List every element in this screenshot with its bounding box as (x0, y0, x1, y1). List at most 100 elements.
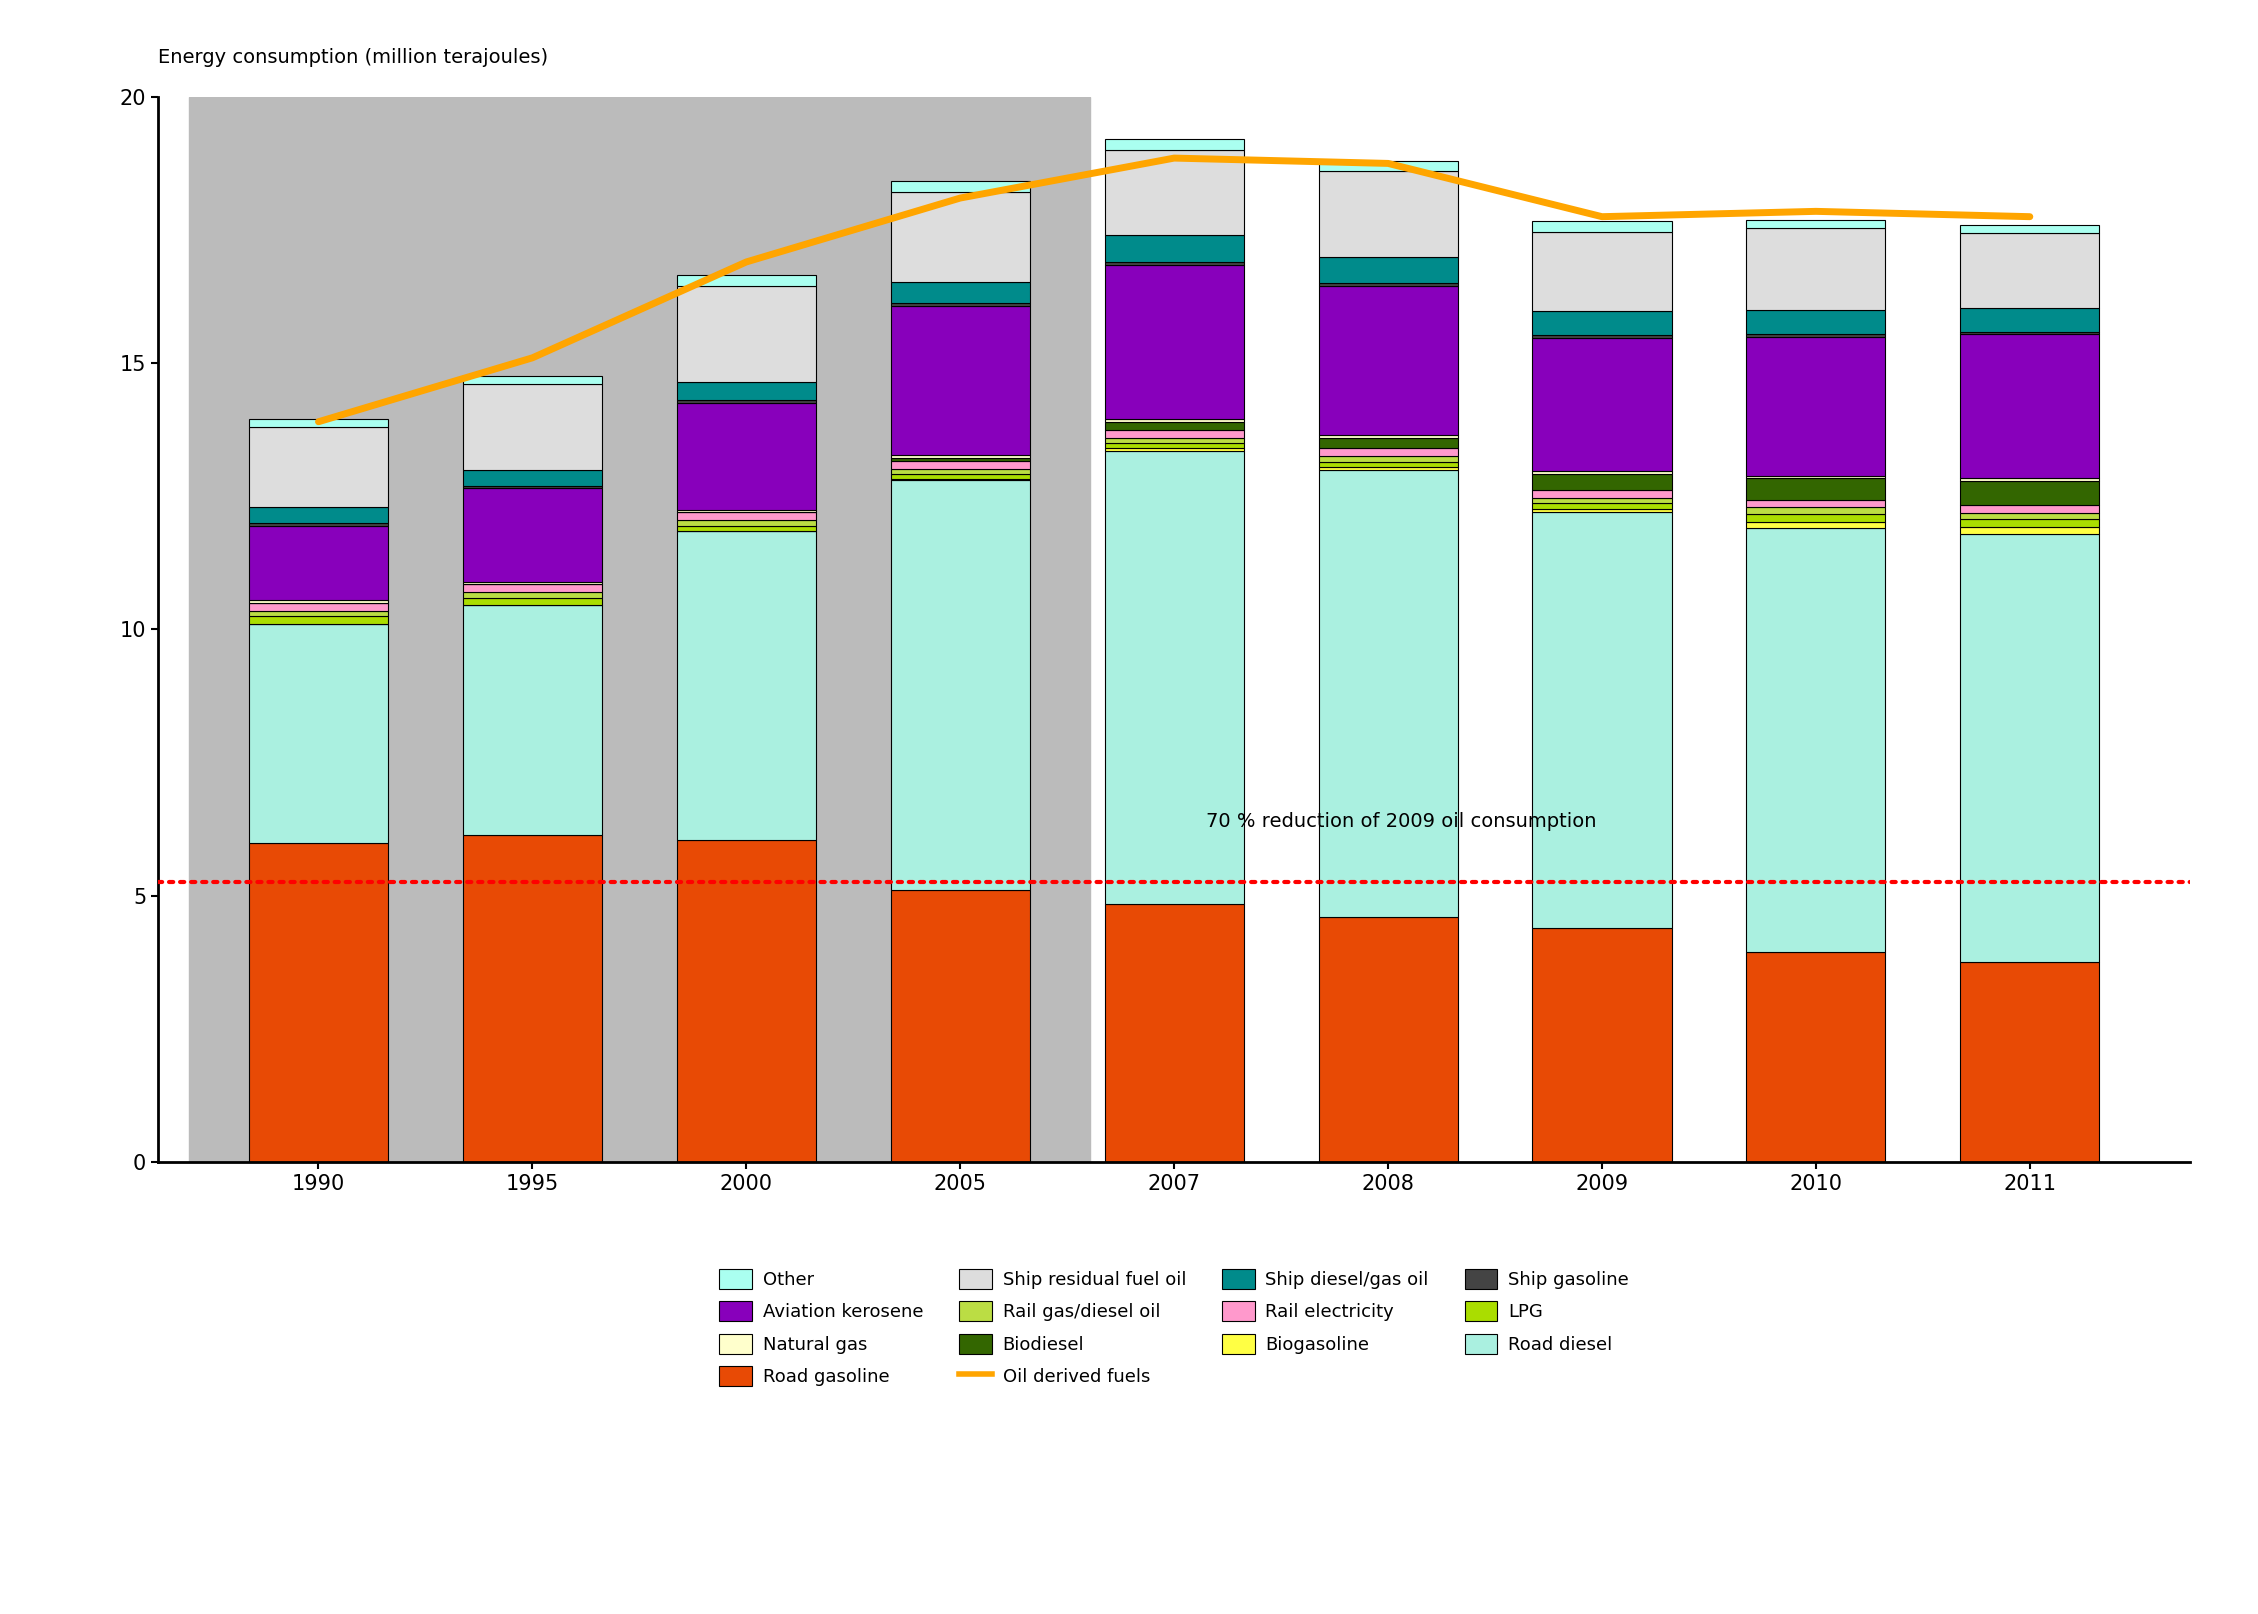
Bar (248, 617, 388, 625)
Bar (1104, 437, 1244, 444)
Bar (1104, 265, 1244, 420)
Bar (677, 383, 815, 400)
Bar (890, 468, 1030, 475)
Bar (1960, 513, 2100, 520)
Bar (463, 470, 603, 486)
Bar (1533, 336, 1671, 337)
Bar (677, 400, 815, 404)
Bar (1960, 505, 2100, 513)
Bar (677, 512, 815, 520)
Bar (1745, 478, 1885, 499)
Bar (1533, 512, 1671, 928)
Bar (463, 597, 603, 605)
Bar (890, 307, 1030, 455)
Bar (1104, 421, 1244, 429)
Bar (890, 282, 1030, 303)
Bar (463, 605, 603, 834)
Legend: Other, Aviation kerosene, Natural gas, Road gasoline, Ship residual fuel oil, Ra: Other, Aviation kerosene, Natural gas, R… (711, 1262, 1637, 1393)
Bar (248, 604, 388, 610)
Bar (248, 428, 388, 507)
Bar (1960, 528, 2100, 534)
Bar (463, 489, 603, 581)
Bar (1960, 232, 2100, 308)
Bar (890, 181, 1030, 192)
Bar (677, 286, 815, 383)
Bar (463, 584, 603, 592)
Bar (1745, 952, 1885, 1162)
Bar (1319, 917, 1459, 1162)
Bar (248, 526, 388, 600)
Bar (1960, 534, 2100, 962)
Bar (1533, 491, 1671, 497)
Bar (1745, 220, 1885, 228)
Bar (890, 891, 1030, 1162)
Bar (677, 839, 815, 1162)
Bar (1960, 334, 2100, 478)
Bar (1745, 310, 1885, 334)
Bar (1104, 236, 1244, 261)
Bar (1319, 449, 1459, 457)
Bar (677, 526, 815, 531)
Bar (1745, 334, 1885, 337)
Bar (677, 404, 815, 510)
Bar (248, 523, 388, 526)
Bar (1319, 462, 1459, 466)
Bar (677, 276, 815, 286)
Bar (890, 460, 1030, 468)
Bar (1533, 231, 1671, 312)
Bar (1104, 450, 1244, 904)
Bar (248, 625, 388, 843)
Bar (248, 420, 388, 428)
Text: Energy consumption (million terajoules): Energy consumption (million terajoules) (158, 48, 549, 68)
Bar (890, 303, 1030, 307)
Bar (1745, 507, 1885, 513)
Bar (1319, 470, 1459, 917)
Bar (248, 600, 388, 602)
Bar (1104, 449, 1244, 450)
Bar (463, 581, 603, 584)
Bar (1960, 332, 2100, 334)
Bar (1104, 261, 1244, 265)
Bar (890, 455, 1030, 458)
Bar (248, 843, 388, 1162)
Bar (1319, 437, 1459, 449)
Bar (248, 610, 388, 617)
Bar (1319, 457, 1459, 462)
Bar (1533, 928, 1671, 1162)
Bar (1319, 284, 1459, 286)
Bar (1745, 528, 1885, 952)
Bar (890, 475, 1030, 479)
Bar (463, 384, 603, 470)
Text: 70 % reduction of 2009 oil consumption: 70 % reduction of 2009 oil consumption (1206, 812, 1596, 831)
Bar (1319, 466, 1459, 470)
Bar (1960, 520, 2100, 528)
Bar (1104, 429, 1244, 437)
Bar (890, 192, 1030, 282)
Bar (1104, 904, 1244, 1162)
Bar (677, 510, 815, 512)
Bar (1745, 476, 1885, 478)
Bar (1104, 444, 1244, 449)
Bar (1533, 471, 1671, 475)
Bar (1319, 257, 1459, 284)
Bar (1533, 337, 1671, 471)
Bar (1533, 504, 1671, 508)
Bar (1319, 286, 1459, 436)
Bar (1319, 171, 1459, 257)
Bar (1533, 497, 1671, 504)
Bar (1104, 139, 1244, 150)
Bar (1533, 312, 1671, 336)
Bar (463, 486, 603, 489)
Bar (1745, 337, 1885, 476)
Bar (890, 481, 1030, 891)
Bar (677, 531, 815, 839)
Bar (1533, 475, 1671, 491)
Bar (890, 458, 1030, 460)
Bar (1104, 150, 1244, 236)
Bar (1745, 513, 1885, 521)
Bar (1104, 420, 1244, 421)
Bar (1960, 478, 2100, 481)
Bar (1533, 221, 1671, 231)
Bar (1960, 962, 2100, 1162)
Bar (1533, 508, 1671, 512)
